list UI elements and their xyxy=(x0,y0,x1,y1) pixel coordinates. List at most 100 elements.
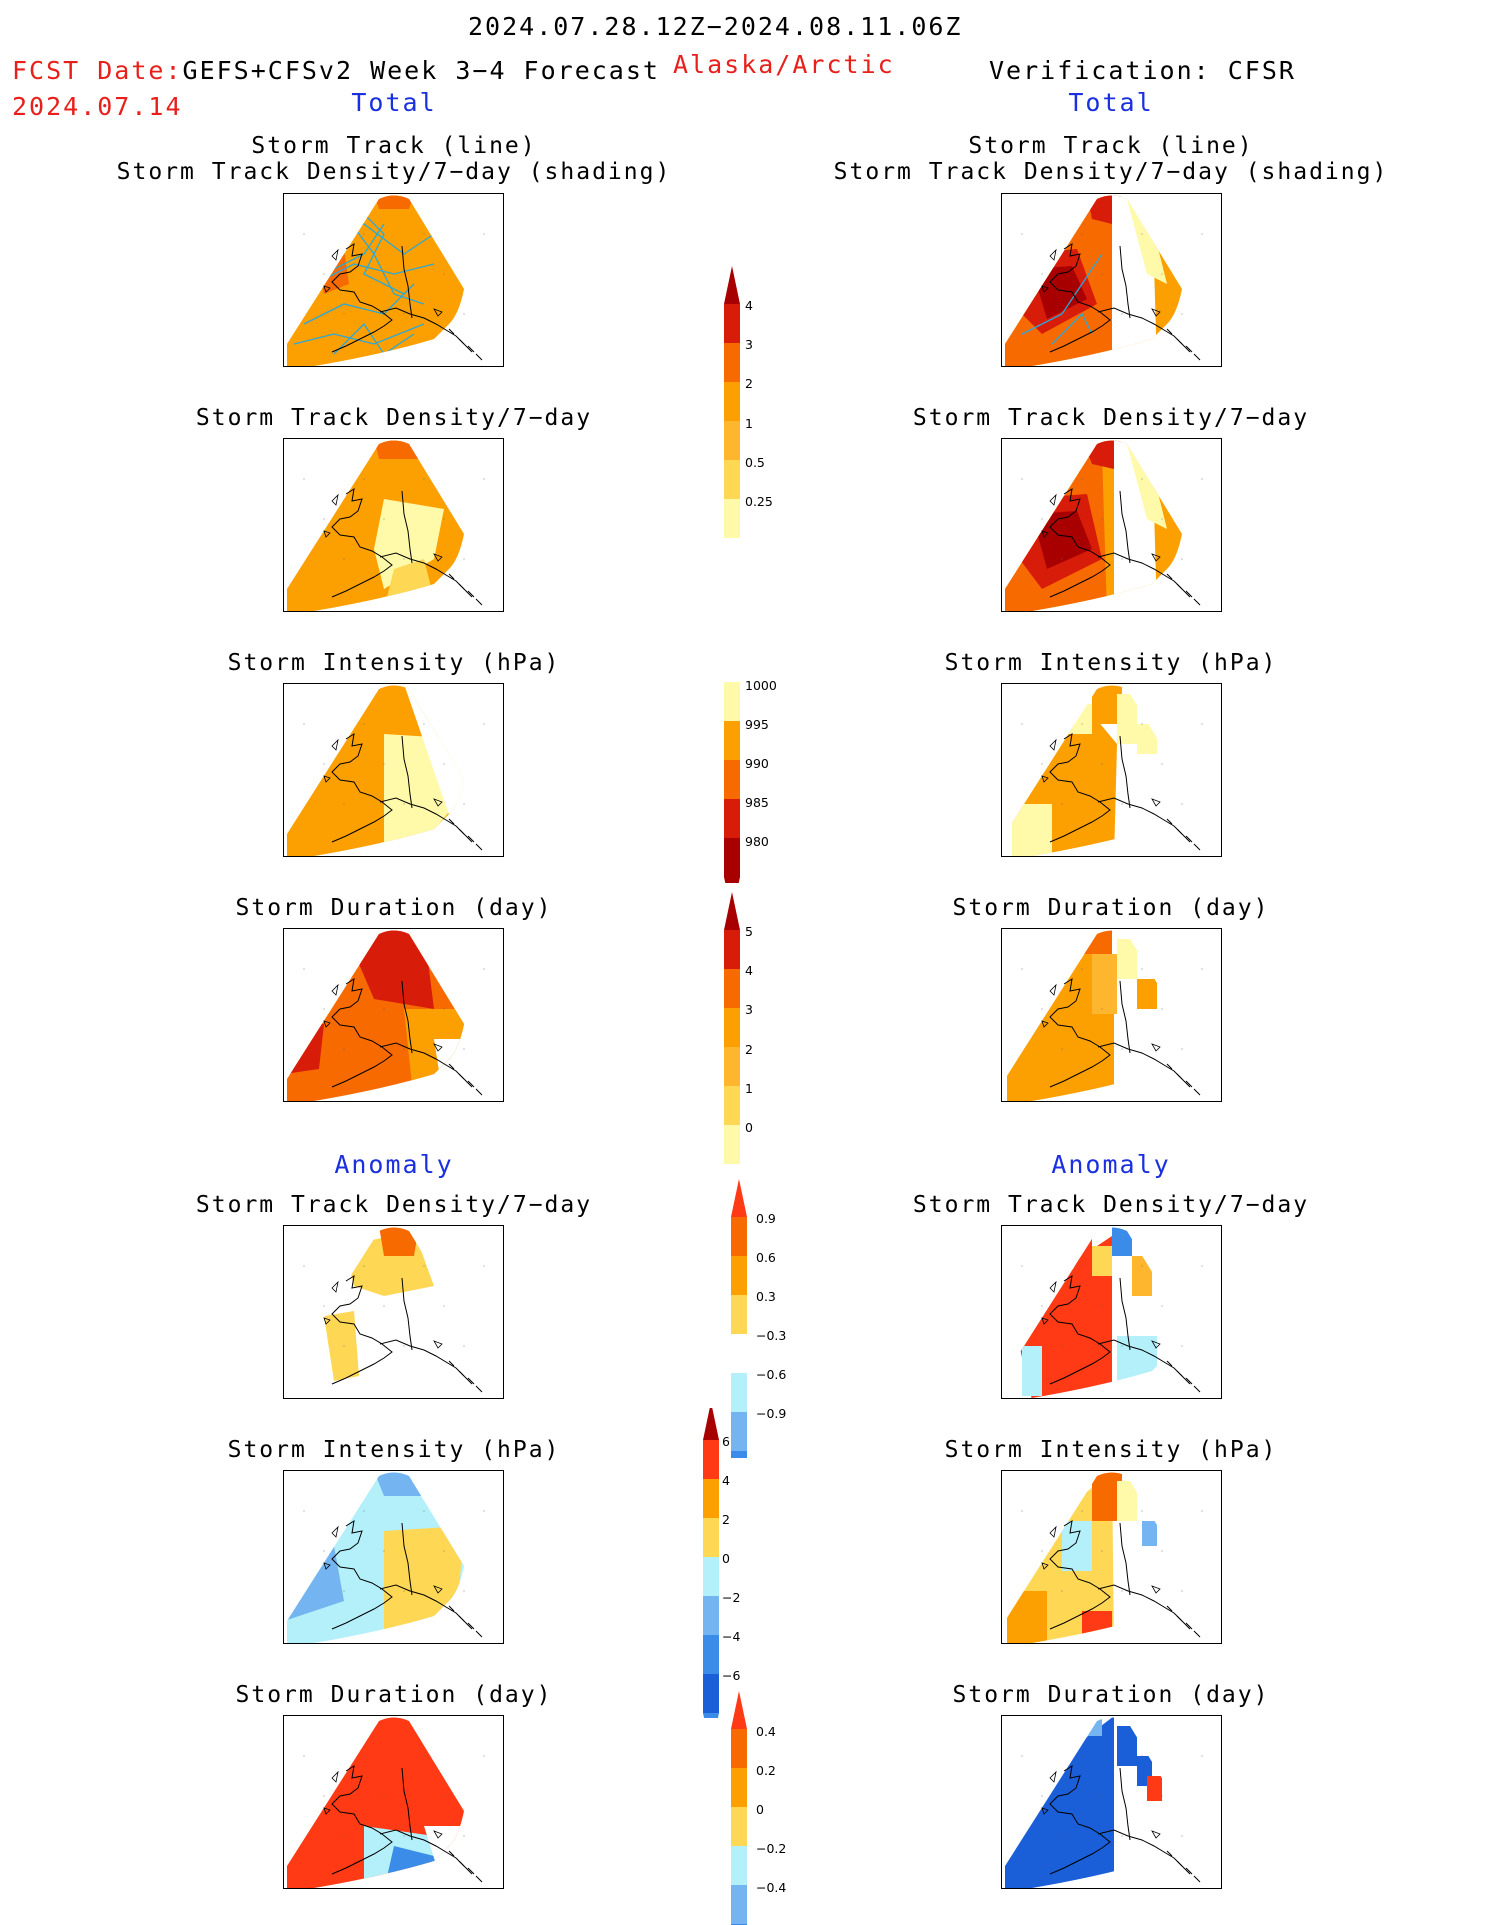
graticule-dot xyxy=(1061,1345,1063,1347)
colorbar-density-label: 1 xyxy=(745,416,753,431)
colorbar-band xyxy=(724,460,740,499)
colorbar-density-anom-label: −0.6 xyxy=(756,1367,787,1382)
graticule-dot xyxy=(443,763,445,765)
graticule-dot xyxy=(483,233,485,235)
graticule-dot xyxy=(1041,518,1043,520)
shading-cell xyxy=(1137,724,1157,754)
border-line xyxy=(1119,245,1131,319)
graticule-dot xyxy=(1101,518,1103,520)
coastline xyxy=(448,328,483,361)
colorbar-intensity-anom-label: 4 xyxy=(722,1473,730,1488)
graticule-dot xyxy=(1041,273,1043,275)
graticule-dot xyxy=(303,723,305,725)
graticule-dot xyxy=(1081,1265,1083,1267)
graticule-dot xyxy=(1121,1048,1123,1050)
storm-track-line xyxy=(353,203,405,295)
colorbar-band xyxy=(703,1557,719,1596)
shading-cell xyxy=(1117,939,1137,979)
graticule-dot xyxy=(1201,723,1203,725)
graticule-dot xyxy=(403,313,405,315)
graticule-dot xyxy=(1081,1755,1083,1757)
graticule-dot xyxy=(1121,803,1123,805)
colorbar-duration-anom-label: 0.2 xyxy=(756,1763,776,1778)
border-line xyxy=(1119,735,1131,809)
graticule-dot xyxy=(1181,313,1183,315)
graticule-dot xyxy=(1181,1345,1183,1347)
graticule-dot xyxy=(1121,1835,1123,1837)
graticule-dot xyxy=(303,233,305,235)
colorbar-intensity: 1000 995 990 985 980 xyxy=(720,643,800,883)
graticule-dot xyxy=(1101,1008,1103,1010)
island-outline xyxy=(1041,1770,1161,1839)
coastline xyxy=(1166,573,1201,606)
island-outline xyxy=(1041,983,1161,1052)
colorbar-intensity-label: 995 xyxy=(745,717,769,732)
graticule-dot xyxy=(1161,518,1163,520)
colorbar-intensity-anom-label: −2 xyxy=(722,1590,741,1605)
shading-cell xyxy=(1092,954,1117,1014)
coastline xyxy=(331,242,393,353)
colorbar-intensity-anom-label: 2 xyxy=(722,1512,730,1527)
shading-cell xyxy=(1117,694,1137,744)
graticule-dot xyxy=(1201,478,1203,480)
graticule-dot xyxy=(1121,1590,1123,1592)
graticule-dot xyxy=(1021,478,1023,480)
colorbar-duration-label: 3 xyxy=(745,1002,753,1017)
colorbar-duration: 5 4 3 2 1 0 xyxy=(720,888,800,1173)
coastline xyxy=(331,977,393,1088)
graticule-dot xyxy=(483,723,485,725)
shading-cell xyxy=(1132,1256,1152,1296)
island-outline xyxy=(323,493,443,562)
graticule-dot xyxy=(1081,1510,1083,1512)
graticule-dot xyxy=(323,763,325,765)
map-forecast-duration-anomaly xyxy=(283,1715,504,1889)
island-outline xyxy=(323,983,443,1052)
colorbar-duration-label: 2 xyxy=(745,1042,753,1057)
graticule-dot xyxy=(343,313,345,315)
colorbar-duration-anomaly: 0.4 0.2 0 −0.2 −0.4 xyxy=(728,1690,800,1925)
graticule-dot xyxy=(443,1795,445,1797)
border-line xyxy=(1119,1522,1131,1596)
shading-cell xyxy=(1032,1246,1057,1276)
title-density-right: Storm Track Density/7−day xyxy=(912,405,1310,431)
colorbar-band xyxy=(724,499,740,538)
graticule-dot xyxy=(1081,723,1083,725)
graticule-dot xyxy=(1061,558,1063,560)
colorbar-intensity-anom-label: 6 xyxy=(722,1434,730,1449)
colorbar-intensity-label: 985 xyxy=(745,795,769,810)
island-outline xyxy=(1041,248,1161,317)
coastline xyxy=(1049,732,1111,843)
colorbar-density-label: 0.5 xyxy=(745,455,765,470)
graticule-dot xyxy=(1201,968,1203,970)
graticule-dot xyxy=(1041,1008,1043,1010)
border-line xyxy=(401,980,413,1054)
storm-track-line xyxy=(1021,253,1103,335)
graticule-dot xyxy=(1041,1795,1043,1797)
colorbar-band xyxy=(731,1807,747,1846)
title-storm-track-right: Storm Track (line) xyxy=(968,133,1254,159)
map-forecast-density-anomaly xyxy=(283,1225,504,1399)
graticule-dot xyxy=(443,273,445,275)
map-verification-duration-anomaly xyxy=(1001,1715,1222,1889)
title-storm-track-left: Storm Track (line) xyxy=(251,133,537,159)
shading-region xyxy=(404,685,464,856)
island-outline xyxy=(323,248,443,317)
shading-cell xyxy=(1012,804,1052,856)
colorbar-duration-anom-label: 0 xyxy=(756,1802,764,1817)
shading-region xyxy=(1127,444,1167,529)
graticule-dot xyxy=(463,1835,465,1837)
colorbar-duration-label: 5 xyxy=(745,924,753,939)
anomaly-right-heading: Anomaly xyxy=(1051,1150,1171,1179)
coastline xyxy=(1166,1605,1201,1638)
colorbar-band xyxy=(731,1217,747,1256)
graticule-dot xyxy=(443,518,445,520)
title-intensity-anom-right: Storm Intensity (hPa) xyxy=(944,1437,1278,1463)
map-forecast-duration xyxy=(283,928,504,1102)
graticule-dot xyxy=(303,1265,305,1267)
graticule-dot xyxy=(1141,968,1143,970)
graticule-dot xyxy=(363,968,365,970)
title-density-anom-right: Storm Track Density/7−day xyxy=(912,1192,1310,1218)
shading-region xyxy=(424,1826,464,1888)
graticule-dot xyxy=(1081,233,1083,235)
storm-track-line xyxy=(293,323,425,345)
